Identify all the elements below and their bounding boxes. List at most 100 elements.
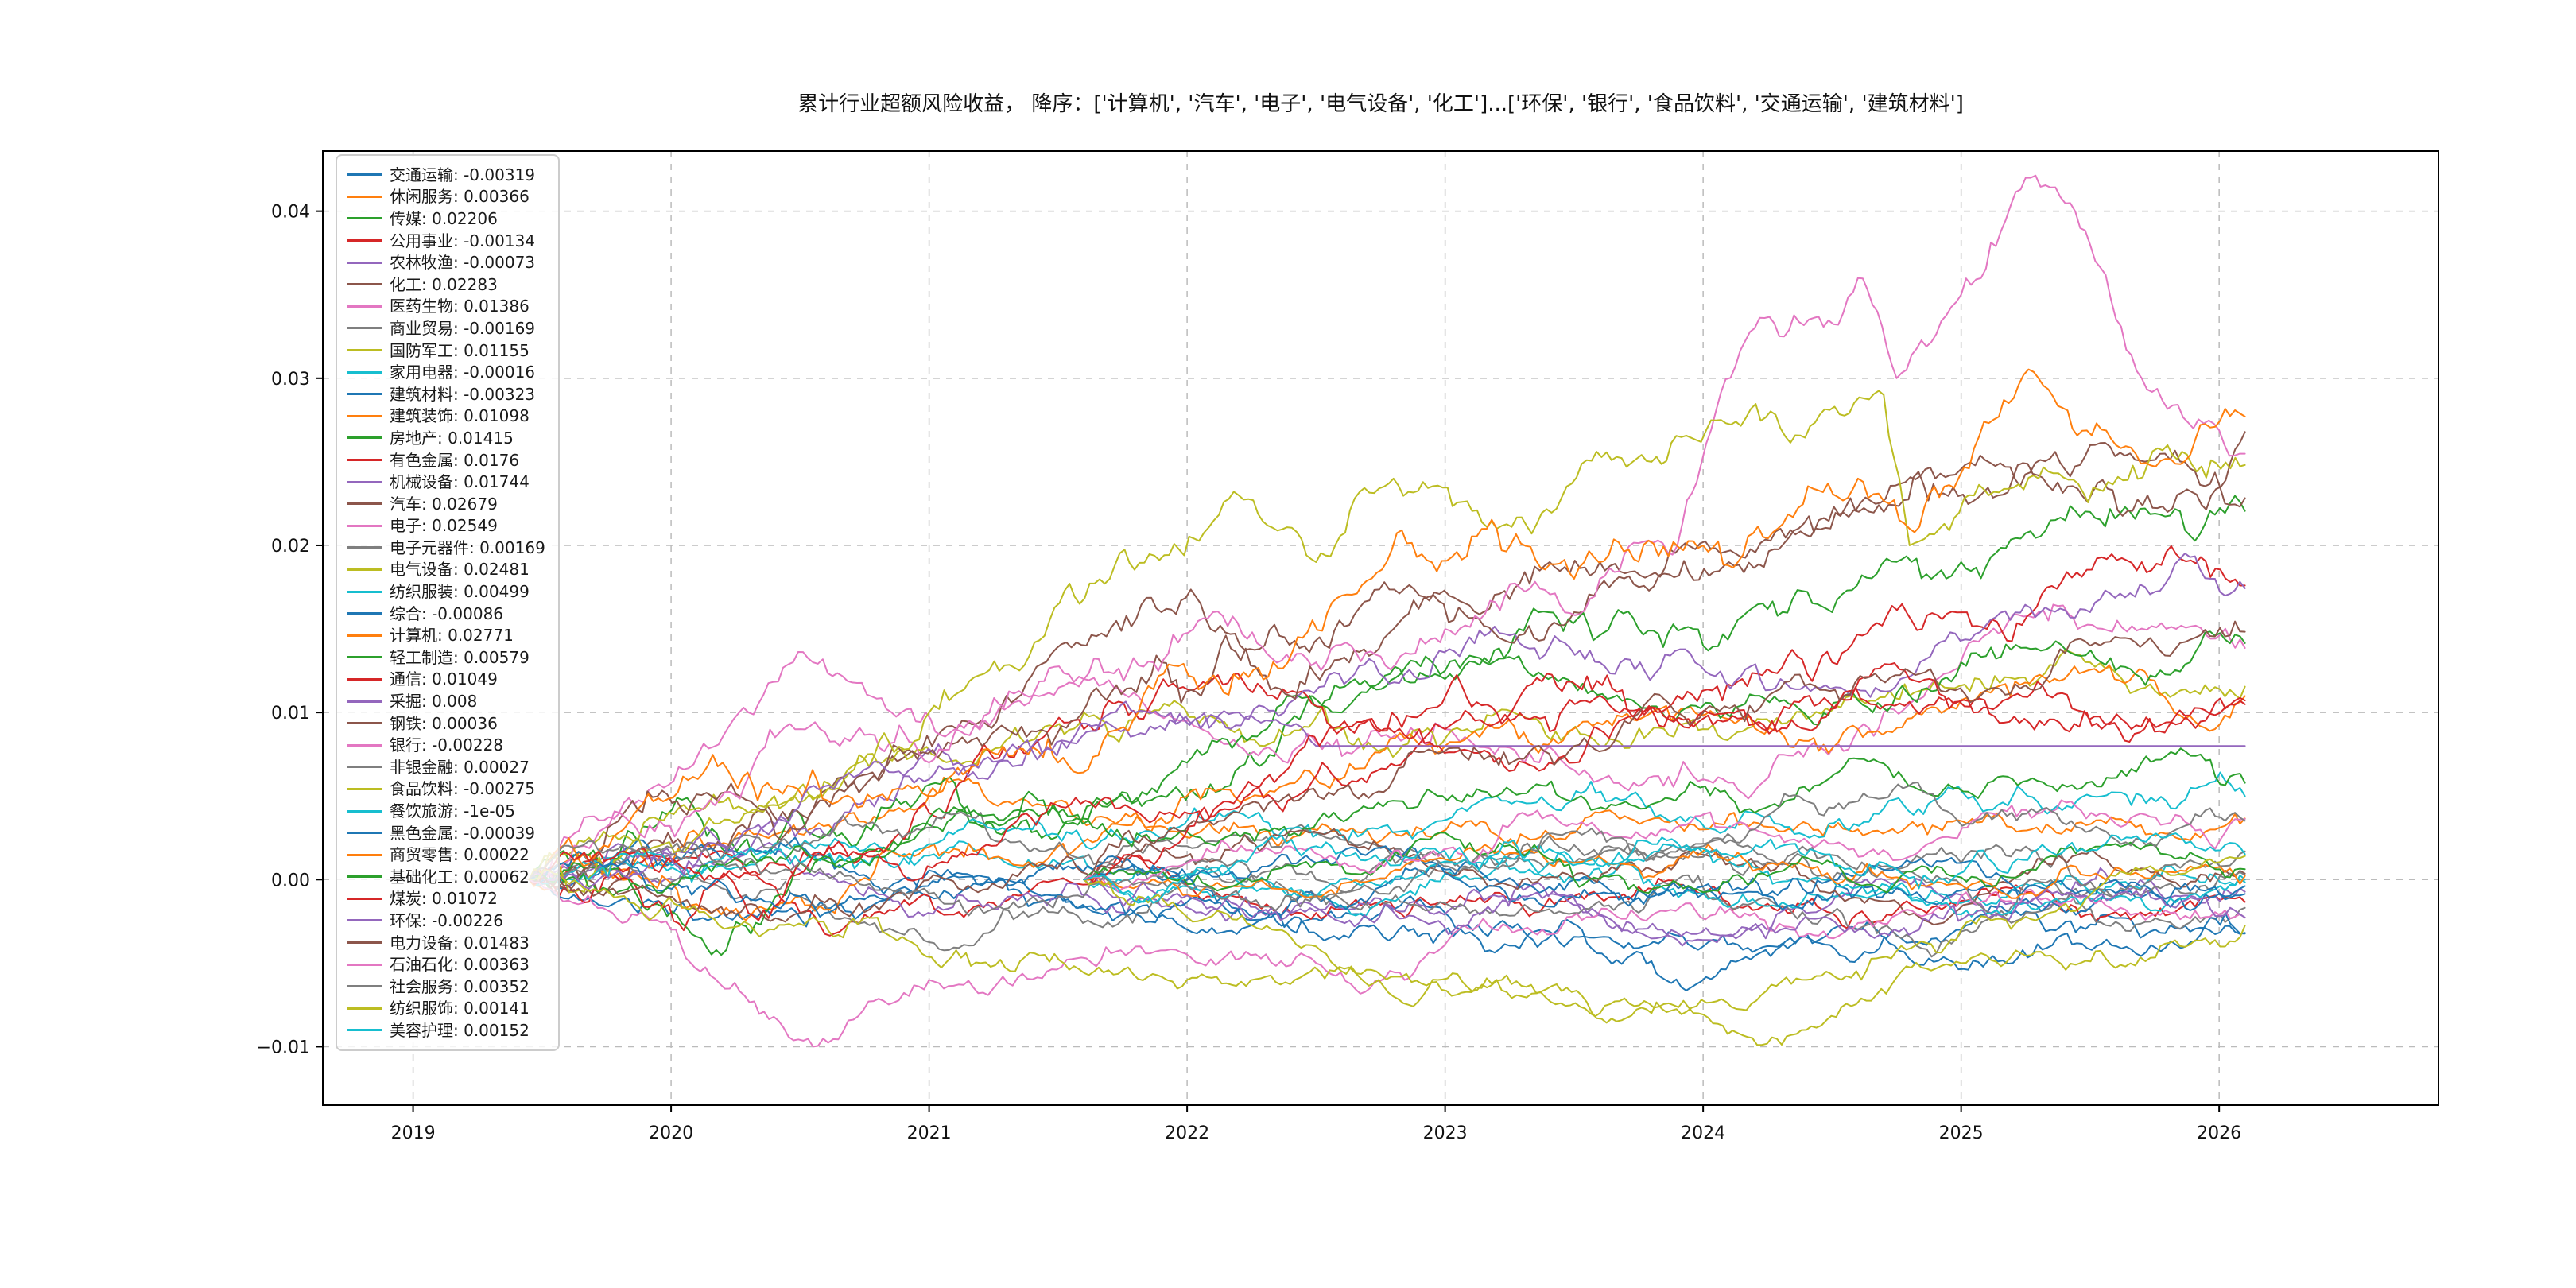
legend-label: 交通运输: -0.00319 [390, 165, 536, 184]
series-line-化工 [528, 442, 2246, 897]
legend-label: 采掘: 0.008 [390, 692, 478, 712]
series-line-食品饮料 [528, 868, 2246, 1046]
legend-item: 国防军工: 0.01155 [347, 339, 545, 362]
legend-label: 纺织服装: 0.00499 [390, 582, 530, 602]
series-line-社会服务 [1083, 782, 2246, 912]
legend-item: 农林牧渔: -0.00073 [347, 251, 545, 274]
series-line-电子 [528, 174, 2246, 886]
series-line-建筑装饰 [528, 664, 2246, 921]
legend-line-swatch [347, 590, 382, 593]
legend-label: 黑色金属: -0.00039 [390, 823, 536, 843]
x-tick-label: 2020 [649, 1123, 693, 1143]
legend-label: 纺织服饰: 0.00141 [390, 999, 530, 1018]
series-line-电气设备 [528, 390, 2246, 894]
legend-line-swatch [347, 941, 382, 945]
legend-label: 电力设备: 0.01483 [390, 933, 530, 952]
legend-line-swatch [347, 897, 382, 900]
legend-item: 基础化工: 0.00062 [347, 866, 545, 888]
axis-spine [322, 150, 2439, 1106]
y-tick-label: 0.00 [271, 871, 310, 890]
legend-line-swatch [347, 459, 382, 462]
legend-line-swatch [347, 809, 382, 813]
axes: 2019 2020 2021 2022 2023 2024 2025 2026 −0.01 0.0… [257, 150, 2439, 1143]
legend-item: 银行: -0.00228 [347, 734, 545, 756]
legend-line-swatch [347, 349, 382, 352]
legend-label: 美容护理: 0.00152 [390, 1020, 530, 1040]
legend-item: 汽车: 0.02679 [347, 493, 545, 515]
legend-label: 商贸零售: 0.00022 [390, 845, 530, 865]
series-line-计算机 [528, 368, 2246, 887]
legend-line-swatch [347, 370, 382, 374]
series-line-汽车 [528, 431, 2246, 894]
legend-item: 钢铁: 0.00036 [347, 712, 545, 735]
legend-label: 汽车: 0.02679 [390, 494, 498, 514]
legend-line-swatch [347, 502, 382, 506]
legend-item: 房地产: 0.01415 [347, 427, 545, 449]
legend-item: 石油石化: 0.00363 [347, 953, 545, 976]
legend-item: 社会服务: 0.00352 [347, 976, 545, 998]
legend-label: 机械设备: 0.01744 [390, 472, 530, 492]
legend-label: 轻工制造: 0.00579 [390, 647, 530, 667]
legend-label: 传媒: 0.02206 [390, 208, 498, 228]
y-tick-label: 0.04 [271, 203, 310, 223]
legend-line-swatch [347, 239, 382, 242]
legend-label: 银行: -0.00228 [390, 735, 504, 755]
legend-line-swatch [347, 261, 382, 264]
legend-label: 房地产: 0.01415 [390, 428, 514, 448]
x-tick-label: 2026 [2197, 1123, 2241, 1143]
legend-label: 建筑材料: -0.00323 [390, 384, 536, 404]
legend-item: 纺织服饰: 0.00141 [347, 998, 545, 1020]
series-line-国防军工 [528, 649, 2246, 881]
legend-label: 环保: -0.00226 [390, 910, 504, 930]
legend-line-swatch [347, 327, 382, 330]
legend-item: 交通运输: -0.00319 [347, 164, 545, 186]
legend-label: 休闲服务: 0.00366 [390, 187, 530, 207]
legend-item: 电气设备: 0.02481 [347, 559, 545, 581]
grid [323, 151, 2438, 1105]
legend-item: 商贸零售: 0.00022 [347, 844, 545, 866]
legend-line-swatch [347, 832, 382, 835]
series-line-商业贸易 [528, 859, 2246, 958]
legend-label: 综合: -0.00086 [390, 603, 504, 623]
legend-line-swatch [347, 787, 382, 790]
legend-item: 美容护理: 0.00152 [347, 1019, 545, 1042]
legend-label: 商业贸易: -0.00169 [390, 318, 536, 338]
legend-item: 机械设备: 0.01744 [347, 471, 545, 493]
series-line-银行 [528, 879, 2246, 1048]
legend-item: 医药生物: 0.01386 [347, 296, 545, 318]
x-tick-label: 2025 [1939, 1123, 1984, 1143]
series-line-纺织服饰 [1083, 855, 2246, 1024]
legend-line-swatch [347, 743, 382, 747]
legend-item: 综合: -0.00086 [347, 603, 545, 625]
y-tick-label: 0.03 [271, 370, 310, 390]
legend-label: 有色金属: 0.0176 [390, 450, 520, 470]
legend-line-swatch [347, 173, 382, 177]
x-tick-label: 2021 [907, 1123, 952, 1143]
legend-label: 国防军工: 0.01155 [390, 340, 530, 360]
x-tick-label: 2024 [1681, 1123, 1725, 1143]
legend-label: 建筑装饰: 0.01098 [390, 406, 530, 426]
y-tick-label: 0.02 [271, 537, 310, 557]
x-tick-label: 2022 [1165, 1123, 1209, 1143]
legend-item: 食品饮料: -0.00275 [347, 778, 545, 801]
series-line-黑色金属 [1083, 845, 2246, 908]
legend-item: 非银金融: 0.00027 [347, 756, 545, 778]
legend-item: 餐饮旅游: -1e-05 [347, 800, 545, 822]
legend-label: 电子: 0.02549 [390, 516, 498, 536]
legend-item: 通信: 0.01049 [347, 669, 545, 691]
legend-label: 餐饮旅游: -1e-05 [390, 801, 516, 821]
legend-item: 家用电器: -0.00016 [347, 361, 545, 383]
legend-item: 采掘: 0.008 [347, 690, 545, 712]
legend-line-swatch [347, 480, 382, 483]
legend-item: 公用事业: -0.00134 [347, 230, 545, 252]
series-line-综合 [528, 851, 2246, 921]
series-line-机械设备 [528, 553, 2246, 888]
legend-line-swatch [347, 875, 382, 879]
legend-line-swatch [347, 700, 382, 703]
chart-title: 累计行业超额风险收益， 降序：['计算机', '汽车', '电子', '电气设备… [797, 92, 1964, 116]
series-line-纺织服装 [528, 771, 2246, 886]
legend-item: 环保: -0.00226 [347, 910, 545, 932]
legend-item: 休闲服务: 0.00366 [347, 186, 545, 208]
x-tick-label: 2019 [391, 1123, 436, 1143]
